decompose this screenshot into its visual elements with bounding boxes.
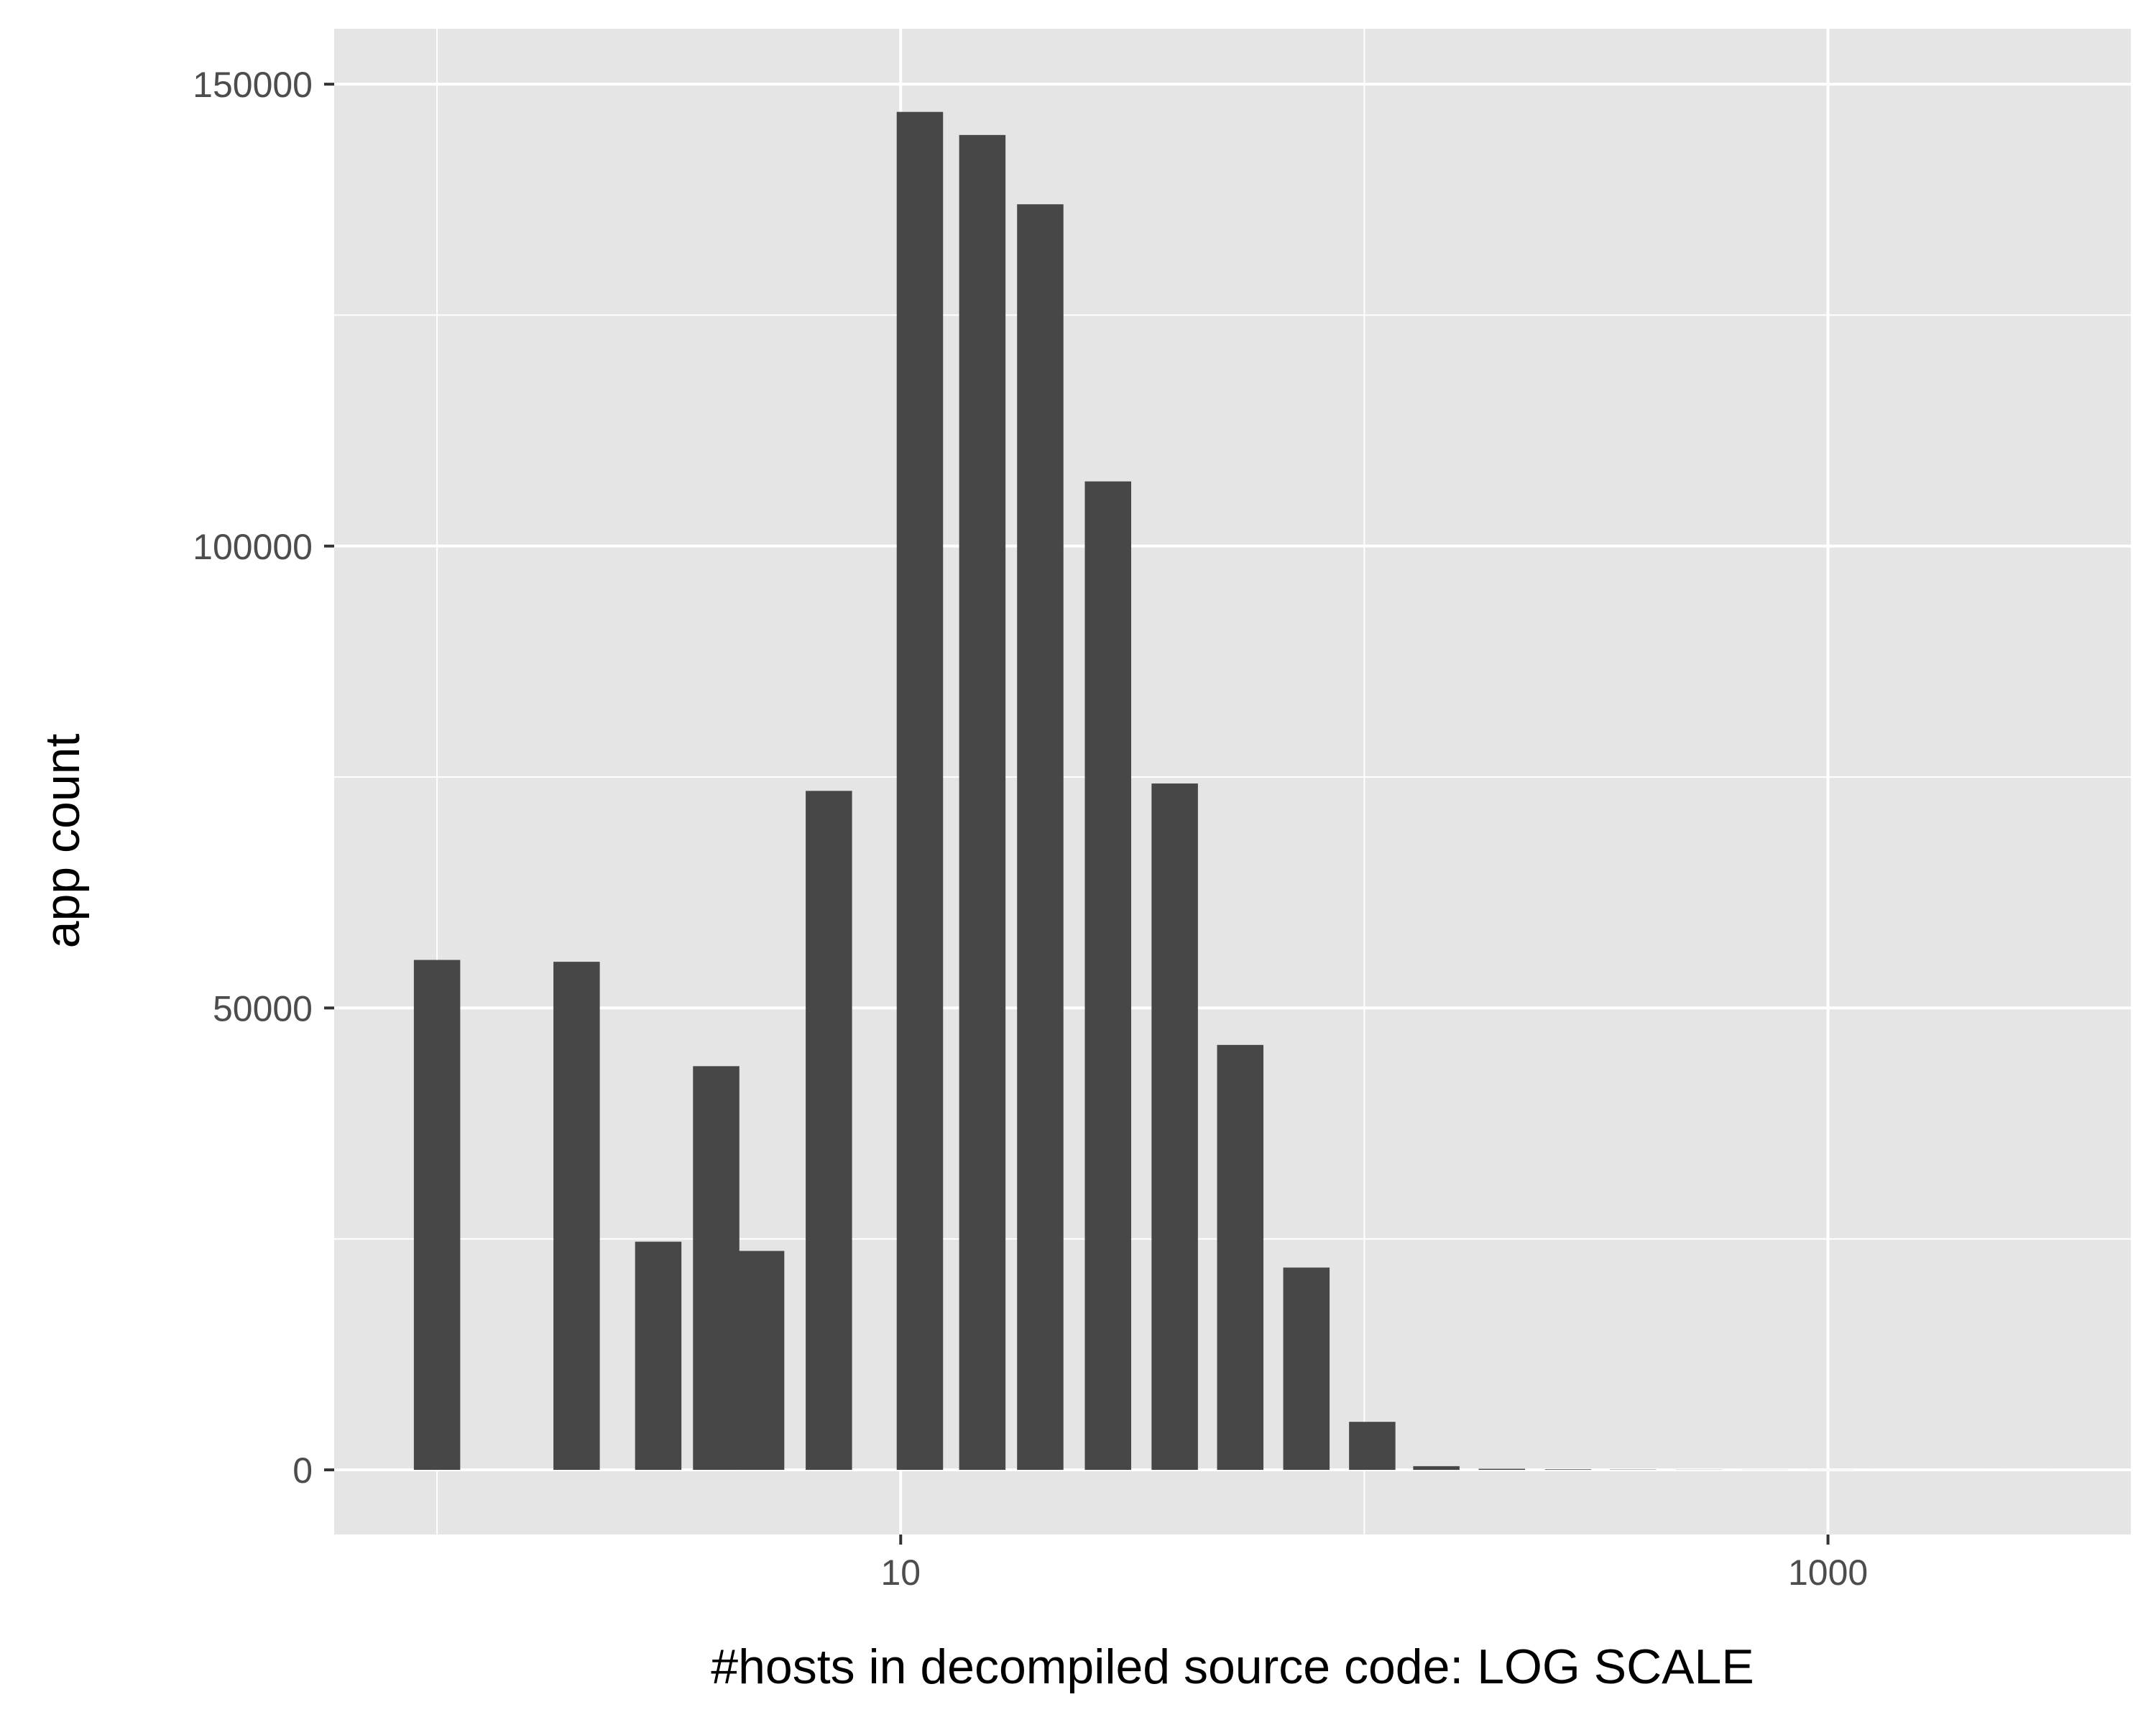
histogram-bar — [1478, 1468, 1526, 1471]
histogram-bar — [1151, 783, 1198, 1471]
histogram-bar — [1413, 1466, 1460, 1471]
histogram-bar — [806, 791, 852, 1471]
y-tick-label: 100000 — [193, 527, 313, 567]
y-axis: 0 50000 100000 150000 — [193, 65, 334, 1491]
histogram-bar — [959, 134, 1006, 1471]
x-tick-label: 1000 — [1788, 1552, 1868, 1593]
histogram-bars — [413, 111, 2050, 1471]
y-tick-label: 50000 — [213, 988, 313, 1029]
x-axis-title: #hosts in decompiled source code: LOG SC… — [711, 1639, 1754, 1694]
histogram-bar — [737, 1251, 785, 1471]
histogram-bar — [413, 960, 461, 1471]
y-tick-label: 0 — [292, 1450, 313, 1491]
x-tick-label: 10 — [880, 1552, 921, 1593]
histogram-bar — [1084, 481, 1132, 1471]
histogram-bar — [553, 962, 600, 1471]
x-axis: 10 1000 — [880, 1535, 1868, 1593]
histogram-bar — [896, 111, 944, 1471]
y-tick-label: 150000 — [193, 65, 313, 105]
histogram-bar — [1283, 1267, 1330, 1471]
histogram-bar — [693, 1066, 740, 1471]
histogram-bar — [1017, 204, 1064, 1471]
histogram-bar — [1544, 1469, 1592, 1471]
histogram-bar — [1217, 1044, 1264, 1471]
histogram-bar — [635, 1241, 682, 1471]
histogram-bar — [1349, 1422, 1396, 1471]
y-axis-title: app count — [35, 734, 90, 949]
